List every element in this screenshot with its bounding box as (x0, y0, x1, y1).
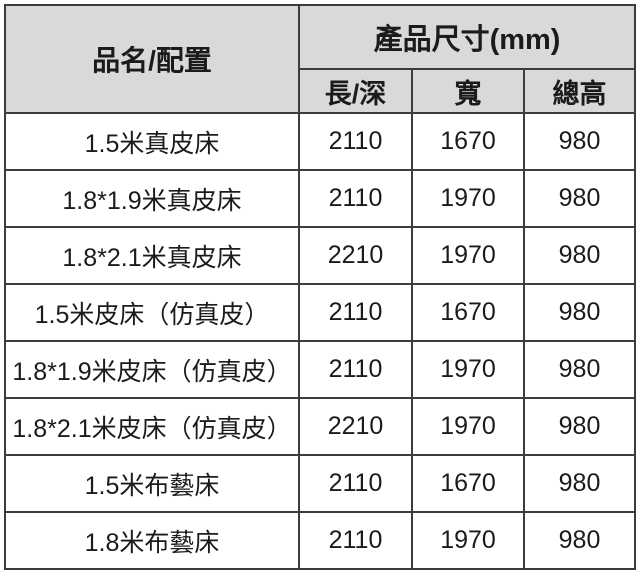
dimension-cell-height: 980 (522, 112, 637, 171)
product-name-cell: 1.8*1.9米皮床（仿真皮） (4, 340, 300, 399)
dimension-cell-width: 1970 (411, 340, 525, 399)
dimension-cell-length: 2110 (298, 340, 413, 399)
table-row: 1.8*1.9米真皮床 2110 1970 980 (4, 169, 637, 228)
product-name-cell: 1.8*2.1米皮床（仿真皮） (4, 397, 300, 456)
corner-header-cell: 品名/配置 (4, 4, 300, 114)
dimension-cell-length: 2110 (298, 283, 413, 342)
column-header-width: 寬 (411, 68, 525, 114)
header-row-group: 品名/配置 產品尺寸(mm) (4, 4, 637, 114)
product-name-cell: 1.5米真皮床 (4, 112, 300, 171)
product-name-cell: 1.5米皮床（仿真皮） (4, 283, 300, 342)
product-dimensions-table: 品名/配置 產品尺寸(mm) 長/深 寬 總高 1.5米真皮床 2110 167… (4, 4, 637, 570)
header-row-columns: 長/深 寬 總高 (5, 68, 637, 114)
product-name-cell: 1.5米布藝床 (4, 454, 300, 513)
dimension-cell-height: 980 (522, 511, 637, 570)
dimension-cell-height: 980 (522, 226, 637, 285)
column-header-total-height: 總高 (522, 68, 637, 114)
dimension-cell-width: 1670 (411, 112, 525, 171)
dimension-cell-width: 1970 (411, 397, 525, 456)
table-row: 1.5米皮床（仿真皮） 2110 1670 980 (4, 283, 637, 342)
table-row: 1.8*2.1米皮床（仿真皮） 2210 1970 980 (4, 397, 637, 456)
column-header-length-depth: 長/深 (298, 68, 413, 114)
table-row: 1.8米布藝床 2110 1970 980 (4, 511, 637, 570)
dimension-cell-height: 980 (522, 169, 637, 228)
dimension-cell-length: 2210 (298, 226, 413, 285)
dimensions-group-header: 產品尺寸(mm) (297, 4, 637, 70)
dimension-cell-width: 1970 (411, 226, 525, 285)
product-name-cell: 1.8米布藝床 (4, 511, 300, 570)
table-body: 1.5米真皮床 2110 1670 980 1.8*1.9米真皮床 2110 1… (4, 112, 637, 570)
dimension-cell-width: 1670 (411, 454, 525, 513)
table-row: 1.5米布藝床 2110 1670 980 (4, 454, 637, 513)
dimension-cell-width: 1970 (411, 511, 525, 570)
table-header: 品名/配置 產品尺寸(mm) 長/深 寬 總高 (4, 4, 637, 114)
product-name-cell: 1.8*1.9米真皮床 (4, 169, 300, 228)
dimension-cell-height: 980 (522, 397, 637, 456)
dimension-cell-length: 2110 (298, 169, 413, 228)
table-row: 1.5米真皮床 2110 1670 980 (4, 112, 637, 171)
table-row: 1.8*1.9米皮床（仿真皮） 2110 1970 980 (4, 340, 637, 399)
dimension-cell-length: 2110 (298, 511, 413, 570)
dimension-cell-height: 980 (522, 283, 637, 342)
dimension-cell-length: 2110 (298, 112, 413, 171)
dimension-cell-height: 980 (522, 340, 637, 399)
table-row: 1.8*2.1米真皮床 2210 1970 980 (4, 226, 637, 285)
dimension-cell-length: 2210 (298, 397, 413, 456)
product-name-cell: 1.8*2.1米真皮床 (4, 226, 300, 285)
dimension-cell-height: 980 (522, 454, 637, 513)
dimension-cell-width: 1670 (411, 283, 525, 342)
dimension-cell-width: 1970 (411, 169, 525, 228)
dimension-cell-length: 2110 (298, 454, 413, 513)
